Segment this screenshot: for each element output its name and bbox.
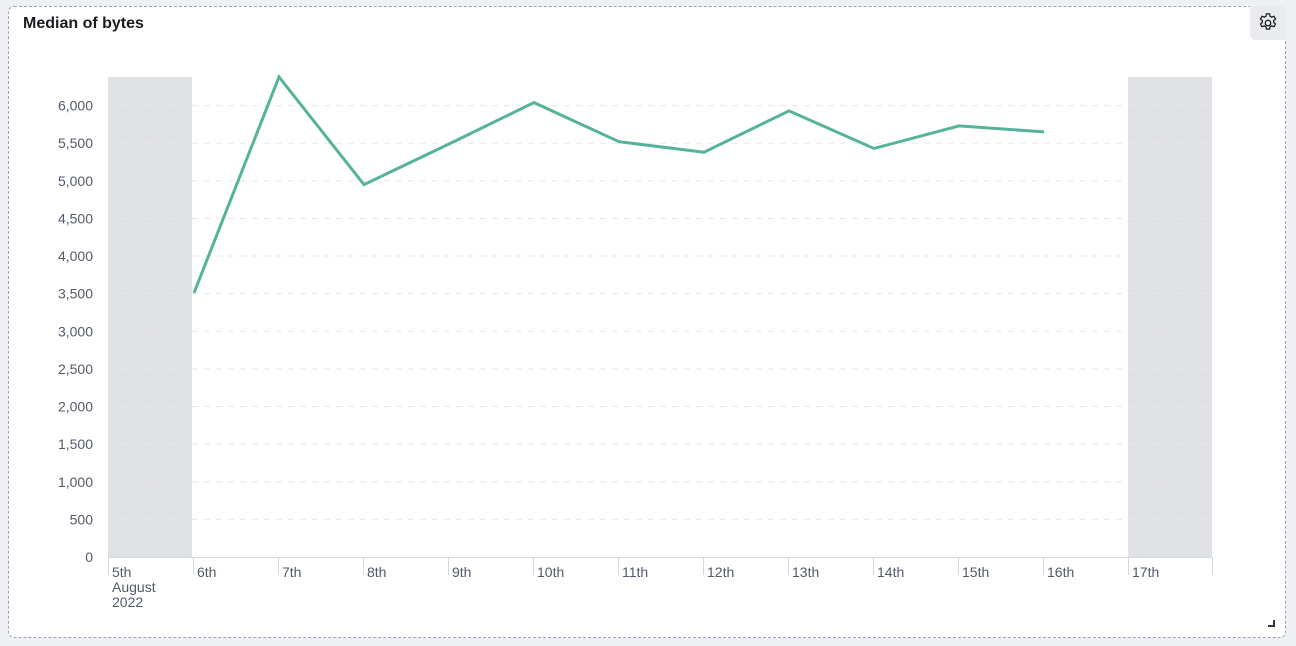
y-tick-label: 3,500 xyxy=(58,286,93,302)
x-tick-label: 14th xyxy=(877,564,904,580)
x-tick-label: 6th xyxy=(197,564,216,580)
x-tick-label: 10th xyxy=(537,564,564,580)
x-tick-label: 5th xyxy=(112,564,131,580)
x-tick-label: 17th xyxy=(1132,564,1159,580)
y-tick-label: 4,000 xyxy=(58,248,93,264)
y-tick-label: 3,000 xyxy=(58,323,93,339)
panel-settings-button[interactable] xyxy=(1250,6,1286,40)
x-tick-label: 15th xyxy=(962,564,989,580)
out-of-range-shade xyxy=(108,77,192,557)
y-tick-label: 6,000 xyxy=(58,98,93,114)
y-tick-label: 2,500 xyxy=(58,361,93,377)
x-tick-label: 16th xyxy=(1047,564,1074,580)
x-tick-label: 9th xyxy=(452,564,471,580)
y-tick-label: 4,500 xyxy=(58,210,93,226)
y-tick-label: 5,500 xyxy=(58,135,93,151)
x-tick-label: 12th xyxy=(707,564,734,580)
panel-title: Median of bytes xyxy=(23,15,144,32)
y-tick-label: 5,000 xyxy=(58,173,93,189)
x-tick-label: 11th xyxy=(622,564,648,580)
y-tick-label: 2,000 xyxy=(58,399,93,415)
out-of-range-shade xyxy=(1128,77,1212,557)
x-sublabel: August xyxy=(112,579,156,595)
y-tick-label: 0 xyxy=(85,549,93,565)
y-tick-label: 1,500 xyxy=(58,436,93,452)
x-tick-label: 8th xyxy=(367,564,386,580)
x-sublabel: 2022 xyxy=(112,594,143,610)
resize-handle[interactable] xyxy=(1268,620,1275,627)
series-line xyxy=(192,74,1045,294)
x-tick-label: 13th xyxy=(792,564,819,580)
chart-panel: Median of bytes xyxy=(8,6,1286,638)
y-tick-label: 500 xyxy=(70,511,94,527)
x-tick-label: 7th xyxy=(282,564,301,580)
gear-icon xyxy=(1259,13,1277,30)
y-tick-label: 1,000 xyxy=(58,474,93,490)
